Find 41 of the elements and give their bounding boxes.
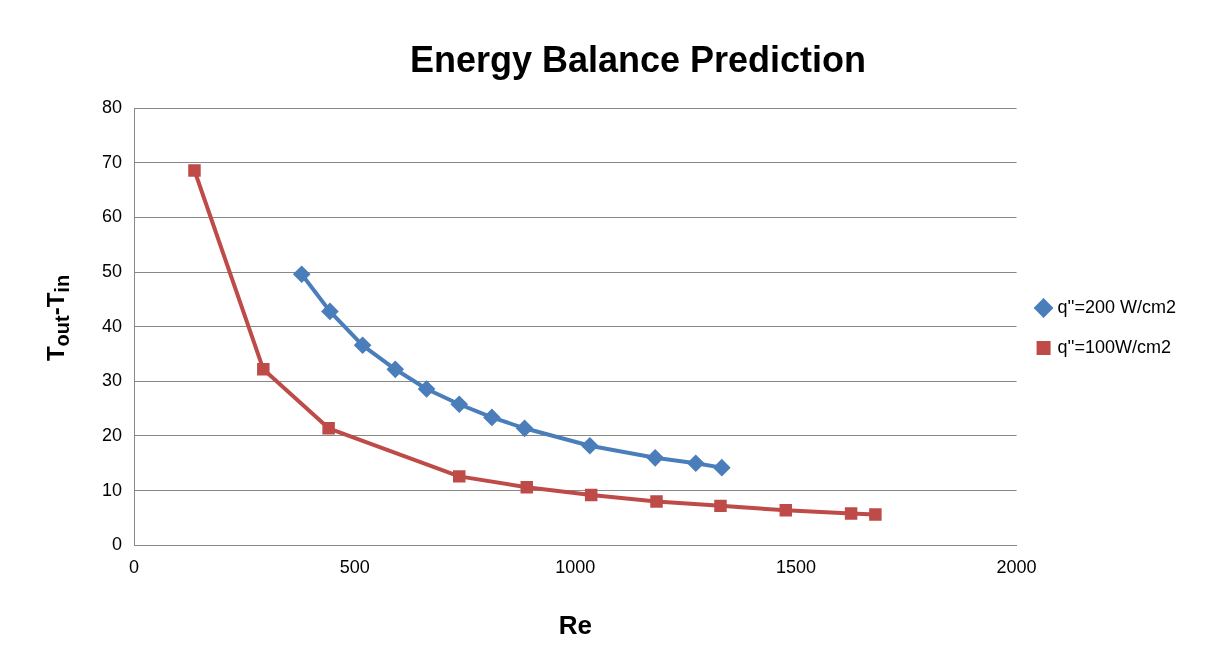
point — [687, 455, 704, 472]
point — [451, 396, 468, 413]
y-tick-label: 0 — [112, 534, 123, 555]
point — [869, 508, 882, 521]
point — [581, 437, 598, 454]
x-tick-label: 1000 — [555, 556, 596, 577]
y-tick-label: 20 — [101, 424, 123, 445]
point — [516, 420, 533, 437]
y-tick-label: 70 — [101, 151, 123, 172]
legend-label: q''=100W/cm2 — [1057, 336, 1172, 357]
point — [188, 164, 201, 177]
point — [713, 459, 730, 476]
x-tick-label: 0 — [129, 556, 140, 577]
y-tick-label: 40 — [101, 315, 123, 336]
x-axis-title: Re — [558, 609, 592, 640]
y-tick-label: 80 — [101, 97, 123, 118]
point — [453, 470, 466, 483]
point — [779, 504, 793, 517]
y-tick-label: 10 — [101, 479, 123, 500]
point — [322, 422, 335, 435]
point — [257, 363, 270, 376]
y-tick-label: 50 — [101, 261, 123, 282]
x-tick-label: 2000 — [996, 556, 1037, 577]
x-tick-label: 1500 — [775, 556, 816, 577]
chart-title: Energy Balance Prediction — [409, 38, 867, 80]
y-tick-label: 30 — [101, 370, 123, 391]
point — [650, 495, 663, 508]
point — [418, 380, 435, 397]
x-tick-label: 500 — [339, 556, 370, 577]
point — [584, 488, 598, 502]
point — [714, 499, 727, 513]
point — [321, 303, 338, 320]
point — [293, 266, 310, 283]
point — [520, 481, 533, 494]
legend-label: q''=200 W/cm2 — [1057, 296, 1177, 317]
y-tick-label: 60 — [101, 206, 123, 227]
point — [387, 361, 404, 378]
point — [647, 449, 664, 466]
point — [844, 507, 858, 520]
point — [483, 409, 500, 426]
point — [354, 337, 371, 354]
